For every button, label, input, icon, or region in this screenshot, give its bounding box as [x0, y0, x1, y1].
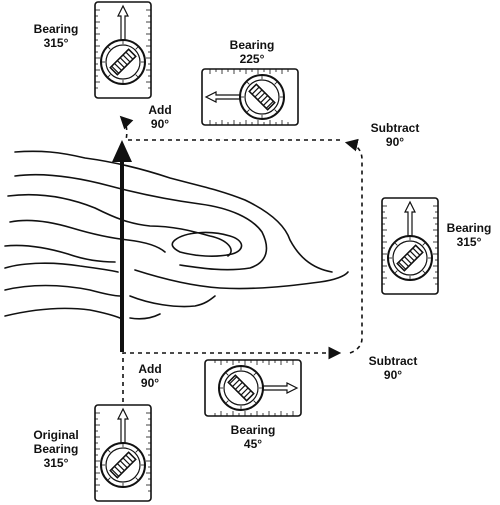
- label-bearing-45: Bearing 45°: [223, 423, 283, 451]
- label-line: Subtract: [370, 121, 420, 135]
- label-line: Original: [33, 428, 79, 442]
- label-bearing-225: Bearing 225°: [222, 38, 282, 66]
- label-bearing-315-top: Bearing 315°: [26, 22, 86, 50]
- label-line: Bearing: [446, 221, 492, 235]
- compass-icon: [204, 359, 302, 417]
- compass-icon: [381, 197, 439, 295]
- label-line: 90°: [150, 117, 170, 131]
- compass-icon: [201, 68, 299, 126]
- label-line: 45°: [243, 437, 263, 451]
- direction-arrow: [112, 140, 132, 352]
- label-line: 90°: [385, 135, 405, 149]
- compass-icon: [94, 1, 152, 99]
- label-bearing-315-right: Bearing 315°: [440, 221, 498, 249]
- label-subtract-90-bottom: Subtract 90°: [358, 354, 428, 382]
- label-line: 315°: [456, 235, 482, 249]
- label-line: Subtract: [368, 354, 418, 368]
- label-line: 315°: [43, 36, 69, 50]
- label-line: Bearing: [230, 423, 276, 437]
- label-line: Add: [138, 362, 162, 376]
- label-add-90-top: Add 90°: [140, 103, 180, 131]
- label-line: Add: [148, 103, 172, 117]
- label-original-bearing: Original Bearing 315°: [24, 428, 88, 470]
- compass-icon: [94, 404, 152, 502]
- label-line: 90°: [140, 376, 160, 390]
- label-line: Bearing: [33, 442, 79, 456]
- detour-path: [119, 115, 363, 402]
- label-line: 225°: [239, 52, 265, 66]
- label-line: Bearing: [33, 22, 79, 36]
- label-line: 90°: [383, 368, 403, 382]
- label-subtract-90-top: Subtract 90°: [360, 121, 430, 149]
- label-add-90-bottom: Add 90°: [130, 362, 170, 390]
- contour-lines: [4, 150, 349, 320]
- label-line: Bearing: [229, 38, 275, 52]
- label-line: 315°: [43, 456, 69, 470]
